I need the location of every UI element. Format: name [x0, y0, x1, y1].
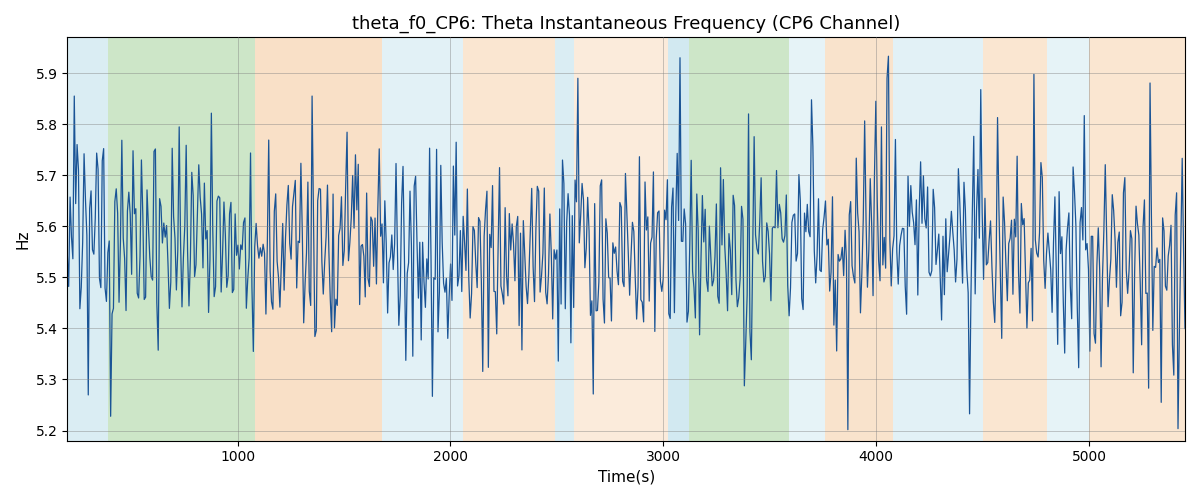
- Y-axis label: Hz: Hz: [16, 230, 30, 249]
- Title: theta_f0_CP6: Theta Instantaneous Frequency (CP6 Channel): theta_f0_CP6: Theta Instantaneous Freque…: [352, 15, 900, 34]
- Bar: [826, 38, 893, 440]
- Bar: [667, 38, 689, 440]
- Bar: [893, 38, 983, 440]
- Bar: [254, 38, 383, 440]
- Bar: [790, 38, 826, 440]
- X-axis label: Time(s): Time(s): [598, 470, 655, 485]
- Bar: [67, 38, 108, 440]
- Bar: [689, 38, 790, 440]
- Bar: [463, 38, 554, 440]
- Bar: [383, 38, 463, 440]
- Bar: [983, 38, 1046, 440]
- Bar: [554, 38, 574, 440]
- Bar: [574, 38, 667, 440]
- Bar: [1090, 38, 1184, 440]
- Bar: [108, 38, 254, 440]
- Bar: [1046, 38, 1090, 440]
